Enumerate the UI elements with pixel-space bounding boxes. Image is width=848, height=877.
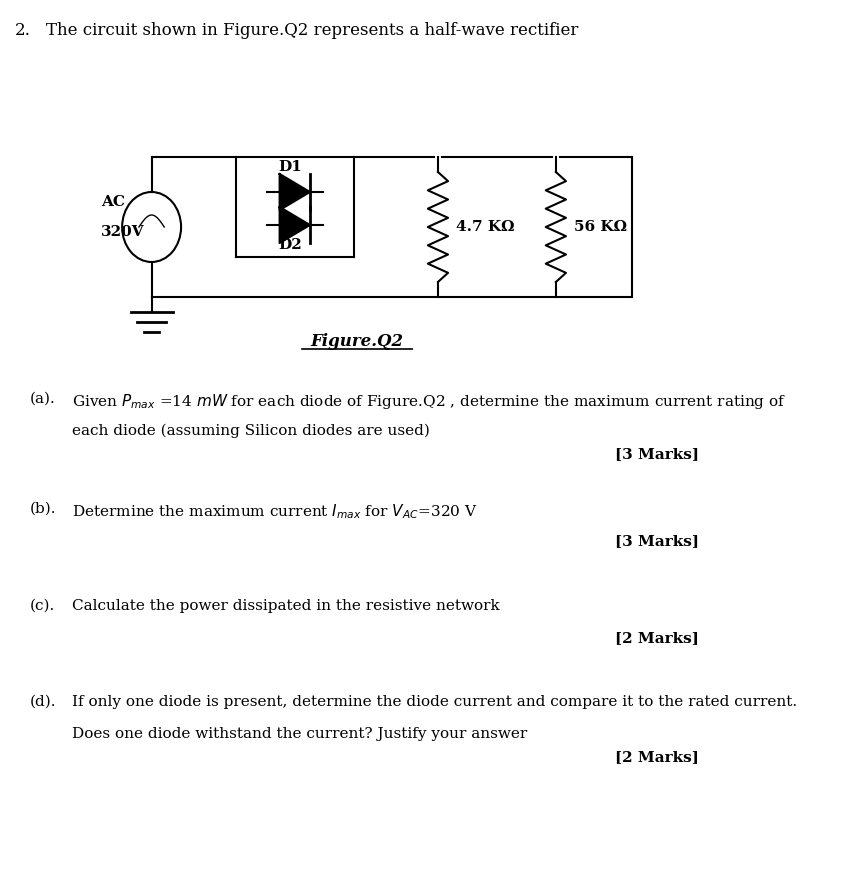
Text: (d).: (d). <box>30 695 56 709</box>
Text: 320V: 320V <box>101 225 145 239</box>
Text: 4.7 KΩ: 4.7 KΩ <box>456 220 515 234</box>
Text: The circuit shown in Figure.Q2 represents a half-wave rectifier: The circuit shown in Figure.Q2 represent… <box>47 22 578 39</box>
Text: [2 Marks]: [2 Marks] <box>615 631 699 645</box>
Text: Figure.Q2: Figure.Q2 <box>310 333 404 351</box>
Polygon shape <box>280 174 310 210</box>
Text: 56 KΩ: 56 KΩ <box>574 220 628 234</box>
Text: AC: AC <box>101 195 125 209</box>
Text: If only one diode is present, determine the diode current and compare it to the : If only one diode is present, determine … <box>71 695 797 709</box>
Text: (c).: (c). <box>30 599 55 613</box>
Text: D2: D2 <box>279 238 303 252</box>
Text: (a).: (a). <box>30 392 55 406</box>
Text: [3 Marks]: [3 Marks] <box>615 447 699 461</box>
Text: (b).: (b). <box>30 502 56 516</box>
Text: [2 Marks]: [2 Marks] <box>615 750 699 764</box>
Text: each diode (assuming Silicon diodes are used): each diode (assuming Silicon diodes are … <box>71 424 429 438</box>
Text: Does one diode withstand the current? Justify your answer: Does one diode withstand the current? Ju… <box>71 727 527 741</box>
Text: Calculate the power dissipated in the resistive network: Calculate the power dissipated in the re… <box>71 599 499 613</box>
Text: Given $P_{max}$ =14 $mW$ for each diode of Figure.Q2 , determine the maximum cur: Given $P_{max}$ =14 $mW$ for each diode … <box>71 392 786 411</box>
Text: [3 Marks]: [3 Marks] <box>615 534 699 548</box>
Text: D1: D1 <box>279 160 303 174</box>
Text: Determine the maximum current $I_{max}$ for $V_{AC}$=320 V: Determine the maximum current $I_{max}$ … <box>71 502 477 521</box>
Polygon shape <box>280 207 310 243</box>
Text: 2.: 2. <box>15 22 31 39</box>
